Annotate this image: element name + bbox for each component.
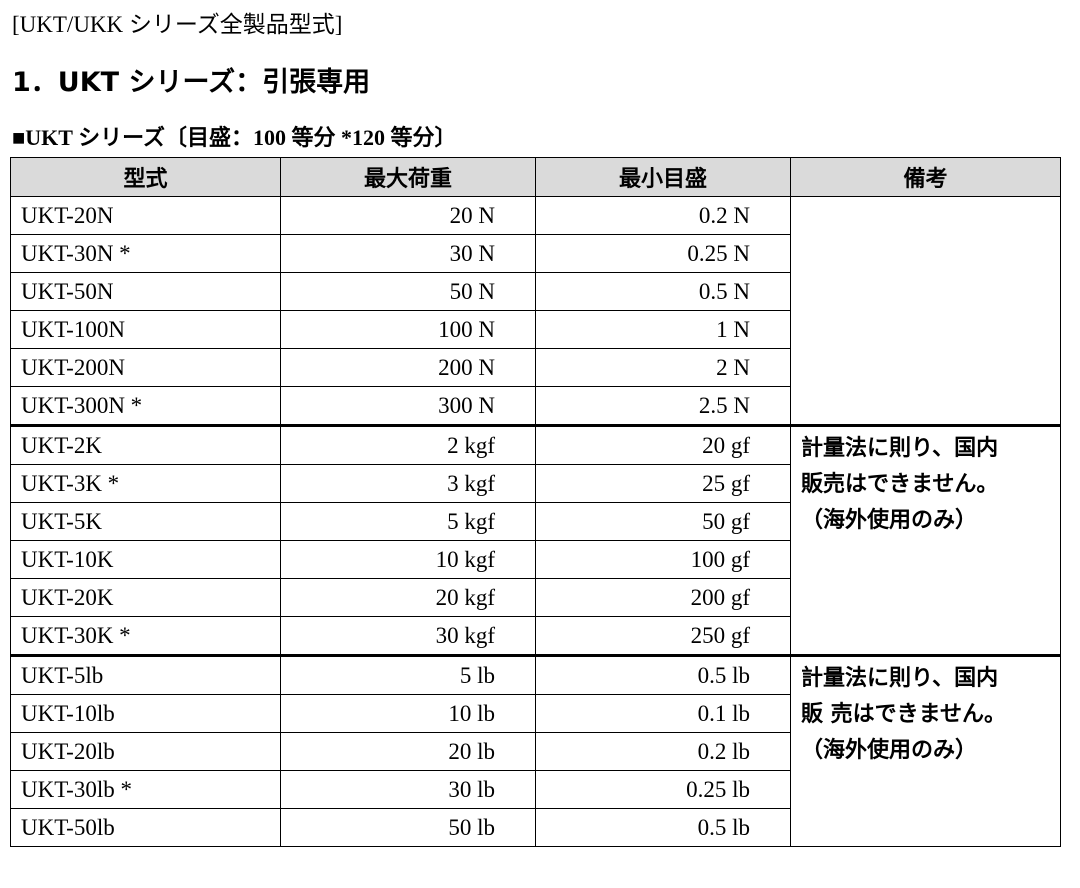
model-cell: UKT-200N — [10, 348, 281, 387]
model-cell: UKT-20K — [10, 578, 281, 617]
document-title: [UKT/UKK シリーズ全製品型式] — [12, 12, 343, 37]
max-load-cell: 5 lb — [280, 654, 536, 695]
model-cell: UKT-3K * — [10, 464, 281, 503]
min-scale-cell: 0.25 N — [535, 234, 791, 273]
max-load-cell: 300 N — [280, 386, 536, 426]
model-cell: UKT-30lb * — [10, 770, 281, 809]
model-cell: UKT-20lb — [10, 732, 281, 771]
min-scale-cell: 1 N — [535, 310, 791, 349]
max-load-cell: 20 lb — [280, 732, 536, 771]
model-cell: UKT-30N * — [10, 234, 281, 273]
model-cell: UKT-20N — [10, 196, 281, 235]
model-cell: UKT-5lb — [10, 654, 281, 695]
model-cell: UKT-5K — [10, 502, 281, 541]
model-cell: UKT-30K * — [10, 616, 281, 656]
max-load-cell: 20 N — [280, 196, 536, 235]
model-cell: UKT-100N — [10, 310, 281, 349]
min-scale-cell: 2.5 N — [535, 386, 791, 426]
table-row: UKT-50lb 50 lb 0.5 lb — [10, 808, 1061, 847]
table-row: UKT-30N * 30 N 0.25 N — [10, 234, 1061, 273]
model-cell: UKT-10K — [10, 540, 281, 579]
remarks-line: 計量法に則り、国内 — [801, 436, 999, 461]
max-load-cell: 30 N — [280, 234, 536, 273]
min-scale-cell: 0.1 lb — [535, 694, 791, 733]
min-scale-cell: 0.2 N — [535, 196, 791, 235]
max-load-cell: 50 N — [280, 272, 536, 311]
table-body: UKT-20N 20 N 0.2 N UKT-30N * 30 N 0.25 N UKT-5… — [10, 196, 1061, 847]
table-row: UKT-30lb * 30 lb 0.25 lb — [10, 770, 1061, 809]
model-cell: UKT-2K — [10, 424, 281, 465]
remarks-line: （海外使用のみ） — [801, 508, 978, 533]
min-scale-cell: 200 gf — [535, 578, 791, 617]
model-cell: UKT-50lb — [10, 808, 281, 847]
table-row: UKT-5lb 5 lb 0.5 lb 計量法に則り、国内販 売はできません。 （海外使… — [10, 654, 1061, 847]
max-load-cell: 100 N — [280, 310, 536, 349]
min-scale-cell: 25 gf — [535, 464, 791, 503]
spec-table: 型式 最大荷重 最小目盛 備考 UKT-20N 20 N 0.2 N UKT-30N … — [10, 157, 1061, 847]
table-row: UKT-10lb 10 lb 0.1 lb — [10, 694, 1061, 733]
max-load-cell: 30 lb — [280, 770, 536, 809]
min-scale-cell: 2 N — [535, 348, 791, 387]
model-cell: UKT-10lb — [10, 694, 281, 733]
min-scale-cell: 250 gf — [535, 616, 791, 656]
max-load-cell: 20 kgf — [280, 578, 536, 617]
header-min-scale: 最小目盛 — [535, 157, 791, 197]
remarks-cell — [790, 196, 1061, 426]
model-cell: UKT-50N — [10, 272, 281, 311]
table-header-row: 型式 最大荷重 最小目盛 備考 — [10, 157, 1061, 197]
max-load-cell: 30 kgf — [280, 616, 536, 656]
table-row: UKT-2K 2 kgf 20 gf 計量法に則り、国内 販売はできません。 （海外使用の… — [10, 424, 1061, 656]
max-load-cell: 5 kgf — [280, 502, 536, 541]
max-load-cell: 200 N — [280, 348, 536, 387]
table-row: UKT-20lb 20 lb 0.2 lb — [10, 732, 1061, 771]
table-row: UKT-10K 10 kgf 100 gf — [10, 540, 1061, 579]
min-scale-cell: 0.5 lb — [535, 654, 791, 695]
table-row: UKT-5K 5 kgf 50 gf — [10, 502, 1061, 541]
section-title: 1．UKT シリーズ：引張専用 — [12, 67, 371, 98]
header-model: 型式 — [10, 157, 281, 197]
remarks-line: （海外使用のみ） — [801, 738, 978, 763]
header-remarks: 備考 — [790, 157, 1061, 197]
table-row: UKT-3K * 3 kgf 25 gf — [10, 464, 1061, 503]
max-load-cell: 50 lb — [280, 808, 536, 847]
max-load-cell: 3 kgf — [280, 464, 536, 503]
table-row: UKT-300N * 300 N 2.5 N — [10, 386, 1061, 426]
max-load-cell: 2 kgf — [280, 424, 536, 465]
table-caption: ■UKT シリーズ〔目盛：100 等分 *120 等分〕 — [12, 125, 457, 150]
min-scale-cell: 50 gf — [535, 502, 791, 541]
min-scale-cell: 100 gf — [535, 540, 791, 579]
remarks-line: 計量法に則り、国内 — [801, 666, 999, 691]
min-scale-cell: 0.2 lb — [535, 732, 791, 771]
header-max-load: 最大荷重 — [280, 157, 536, 197]
min-scale-cell: 0.5 lb — [535, 808, 791, 847]
model-cell: UKT-300N * — [10, 386, 281, 426]
max-load-cell: 10 lb — [280, 694, 536, 733]
max-load-cell: 10 kgf — [280, 540, 536, 579]
table-row: UKT-20K 20 kgf 200 gf — [10, 578, 1061, 617]
remarks-line: 販売はできません。 — [801, 472, 999, 497]
remarks-cell: 計量法に則り、国内 販売はできません。 （海外使用のみ） — [790, 424, 1061, 656]
min-scale-cell: 0.5 N — [535, 272, 791, 311]
remarks-cell: 計量法に則り、国内販 売はできません。 （海外使用のみ） — [790, 654, 1061, 847]
min-scale-cell: 0.25 lb — [535, 770, 791, 809]
remarks-line: 販 売はできません。 — [801, 702, 1006, 727]
min-scale-cell: 20 gf — [535, 424, 791, 465]
table-row: UKT-20N 20 N 0.2 N — [10, 196, 1061, 426]
